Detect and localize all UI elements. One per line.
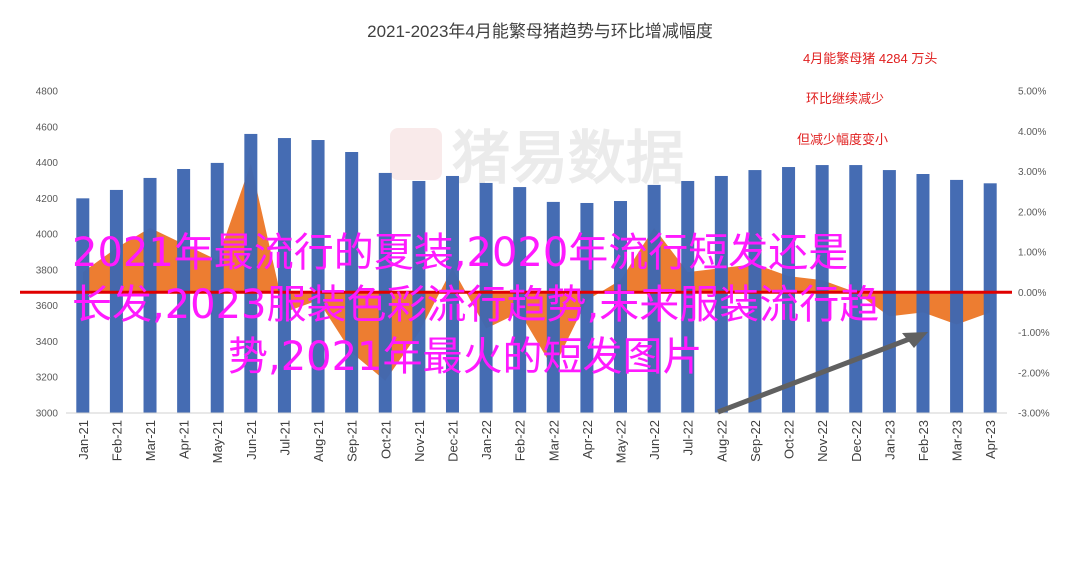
overlay-text-line-1: 2021年最流行的夏装,2020年流行短发还是	[72, 230, 848, 276]
bar-Apr-22	[580, 202, 594, 413]
bar-Dec-22	[849, 165, 863, 413]
y-tick-label: 4800	[36, 87, 59, 98]
x-tick-label: Mar-21	[143, 420, 158, 461]
x-tick-label: Jan-21	[76, 420, 91, 460]
x-tick-label: Dec-22	[849, 420, 864, 462]
y-tick-label: 4400	[36, 158, 59, 169]
bar-Mar-22	[546, 201, 560, 413]
bar-Apr-23	[983, 183, 997, 413]
x-tick-label: Dec-21	[445, 420, 460, 462]
x-axis: Jan-21 Feb-21 Mar-21 Apr-21 May-21 Jun-21 Jul-…	[76, 420, 998, 463]
bar-Oct-22	[782, 167, 796, 413]
x-tick-label: Sep-22	[748, 420, 763, 462]
x-tick-label: Oct-22	[782, 420, 797, 459]
watermark-text: 猪易数据	[452, 126, 684, 191]
bar-May-22	[614, 201, 628, 413]
chart-title: 2021-2023年4月能繁母猪趋势与环比增减幅度	[367, 22, 713, 41]
x-tick-label: Nov-22	[815, 420, 830, 462]
bar-Jul-21	[277, 138, 291, 413]
bar-Feb-21	[109, 189, 123, 413]
mom-area-series	[82, 163, 991, 381]
y-tick-label: 3600	[36, 301, 59, 312]
y-tick-label: 4200	[36, 194, 59, 205]
x-tick-label: May-21	[210, 420, 225, 463]
bar-Jul-22	[681, 180, 695, 413]
bar-Feb-22	[513, 187, 527, 413]
x-tick-label: Sep-21	[345, 420, 360, 462]
y2-tick-label: -1.00%	[1018, 328, 1050, 339]
y2-tick-label: 0.00%	[1018, 288, 1046, 299]
x-tick-label: Jun-21	[244, 420, 259, 460]
y2-tick-label: 5.00%	[1018, 87, 1046, 98]
x-tick-label: Jul-21	[277, 420, 292, 455]
bar-Mar-21	[143, 177, 157, 413]
watermark: 猪易数据	[390, 126, 684, 191]
annotation-2: 环比继续减少	[806, 91, 884, 106]
y2-tick-label: 2.00%	[1018, 207, 1046, 218]
annotation-1: 4月能繁母猪 4284 万头	[803, 51, 937, 66]
bar-Dec-21	[445, 175, 459, 413]
x-tick-label: Apr-23	[983, 420, 998, 459]
bar-series	[76, 133, 997, 414]
y-tick-label: 3000	[36, 409, 59, 420]
bar-Jun-22	[647, 184, 661, 413]
bar-Nov-21	[412, 180, 426, 413]
x-tick-label: Jan-23	[882, 420, 897, 460]
bar-Aug-21	[311, 140, 325, 413]
y2-tick-label: -2.00%	[1018, 368, 1050, 379]
x-tick-label: Mar-23	[950, 420, 965, 461]
trend-arrow	[717, 332, 928, 415]
mom-area	[82, 163, 991, 381]
y-tick-label: 3200	[36, 373, 59, 384]
x-tick-label: Aug-21	[311, 420, 326, 462]
bar-Aug-22	[714, 175, 728, 413]
right-axis: -3.00% -2.00% -1.00% 0.00% 1.00% 2.00% 3.00% 4.…	[1018, 87, 1050, 420]
y2-tick-label: -3.00%	[1018, 409, 1050, 420]
x-tick-label: Feb-21	[109, 420, 124, 461]
bar-Sep-21	[345, 152, 359, 414]
y2-tick-label: 3.00%	[1018, 167, 1046, 178]
y-tick-label: 3800	[36, 265, 59, 276]
y-tick-label: 4600	[36, 122, 59, 133]
bar-Jan-22	[479, 182, 493, 413]
bar-Mar-23	[950, 179, 964, 413]
x-tick-label: May-22	[614, 420, 629, 463]
bar-Jun-21	[244, 133, 258, 413]
x-tick-label: Mar-22	[546, 420, 561, 461]
x-tick-label: Oct-21	[378, 420, 393, 459]
y2-tick-label: 4.00%	[1018, 127, 1046, 138]
left-axis: 3000 3200 3400 3600 3800 4000 4200 4400 4600 4800	[36, 87, 59, 420]
bar-Jan-21	[76, 198, 90, 413]
x-tick-label: Apr-22	[580, 420, 595, 459]
x-tick-label: Nov-21	[412, 420, 427, 462]
x-tick-label: Feb-22	[513, 420, 528, 461]
y-tick-label: 3400	[36, 337, 59, 348]
overlay-text-line-3: 势,2021年最火的短发图片	[228, 334, 703, 380]
bar-May-21	[210, 162, 224, 413]
x-tick-label: Jun-22	[647, 420, 662, 460]
bar-Nov-22	[815, 165, 829, 413]
y2-tick-label: 1.00%	[1018, 248, 1046, 259]
annotation-3: 但减少幅度变小	[797, 132, 888, 147]
overlay-text-line-2: 长发,2023服装色彩流行趋势,未来服装流行趋	[72, 282, 879, 328]
x-tick-label: Apr-21	[177, 420, 192, 459]
x-tick-label: Aug-22	[714, 420, 729, 462]
y-tick-label: 4000	[36, 230, 59, 241]
x-tick-label: Feb-23	[916, 420, 931, 461]
x-tick-label: Jul-22	[681, 420, 696, 455]
x-tick-label: Jan-22	[479, 420, 494, 460]
